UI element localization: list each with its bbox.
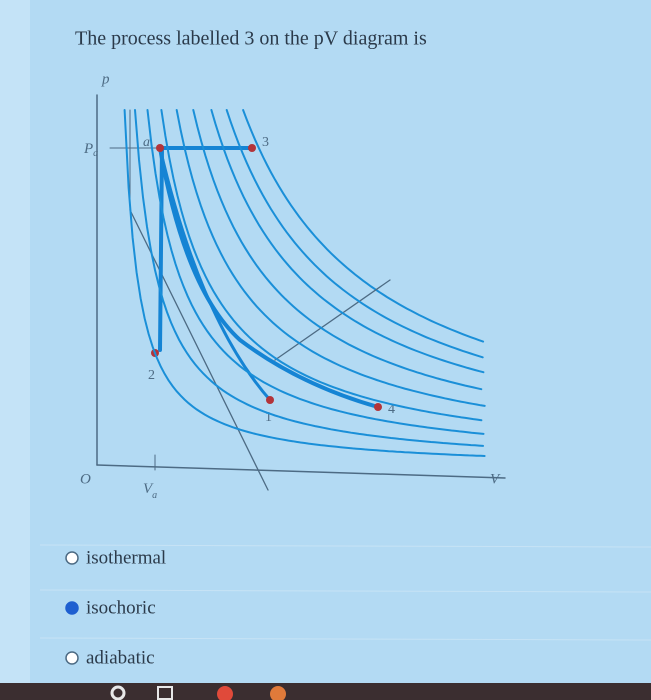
left-margin [0,0,30,700]
origin-label: O [80,471,91,487]
browser-icon[interactable] [217,686,233,700]
point-4 [374,403,382,411]
option-label[interactable]: isothermal [86,547,166,568]
options: isothermal isochoric adiabatic [65,547,166,668]
pa-label: Pa [83,141,98,159]
isotherm [123,109,486,457]
point-1 [266,396,274,404]
isotherm [192,109,483,391]
isochoric-process [158,146,164,352]
va-label: Va [143,481,157,501]
task-view-icon[interactable] [157,686,173,700]
isotherm [160,109,483,422]
isotherm [225,109,484,359]
isotherm [134,109,484,447]
p-axis-label: p [101,71,110,87]
isotherm [210,109,485,374]
option-label[interactable]: isochoric [86,597,156,618]
app-icon[interactable] [270,686,286,700]
process-curve [158,146,380,409]
separator [39,589,651,593]
point-label: a [143,135,150,150]
radio-button[interactable] [65,651,79,665]
separator [39,544,651,548]
process-curve [158,146,272,402]
search-icon[interactable] [110,685,126,700]
isotherm [175,109,486,407]
taskbar [0,683,651,700]
arrow-line [274,279,391,361]
point-label: 4 [388,402,395,417]
radio-button[interactable] [65,601,79,615]
point-label: 2 [148,368,155,383]
v-axis-line [96,464,506,479]
pv-diagram: p V O Pa Va a 3 2 1 4 [80,71,506,501]
separator [39,637,651,641]
point-label: 3 [262,135,269,150]
point-3 [248,144,256,152]
point-label: 1 [265,410,272,425]
radio-button[interactable] [65,551,79,565]
v-axis-label: V [490,471,501,487]
point-a [156,144,164,152]
question-text: The process labelled 3 on the pV diagram… [75,28,427,50]
option-label[interactable]: adiabatic [86,647,155,668]
isotherm [242,109,485,343]
isotherm [146,109,485,435]
